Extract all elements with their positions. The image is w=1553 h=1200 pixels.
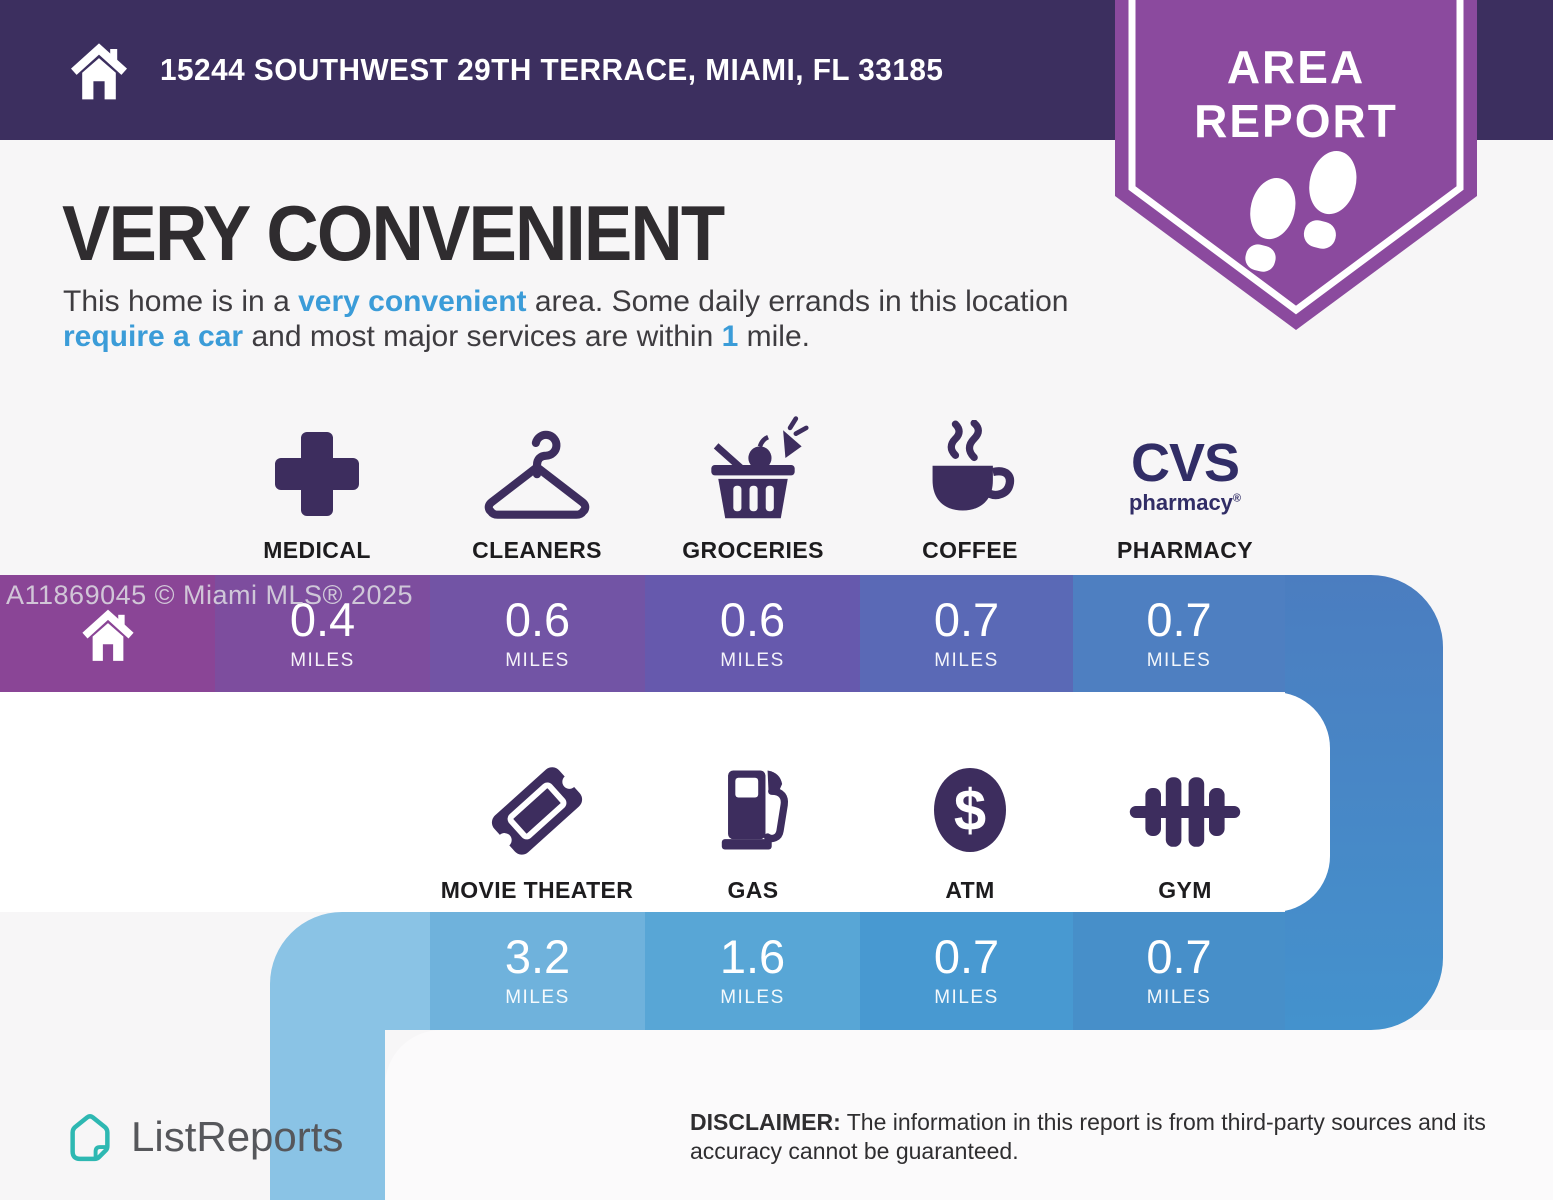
distance-cell-medical: 0.4 MILES <box>215 575 430 692</box>
amenity-cleaners: CLEANERS <box>427 404 647 564</box>
dollar-sign-icon: $ <box>934 768 1006 852</box>
distance-value: 0.7 <box>933 930 1000 983</box>
listreports-logo: ListReports <box>62 1108 343 1166</box>
distance-cell-movie-theater: 3.2 MILES <box>430 912 645 1030</box>
amenity-label: ATM <box>945 877 995 903</box>
desc-highlight-1: 1 <box>721 320 739 353</box>
badge-title-line2: REPORT <box>1194 95 1398 147</box>
distance-unit: MILES <box>720 987 785 1008</box>
amenity-label: CLEANERS <box>472 537 602 563</box>
distance-unit: MILES <box>505 649 570 671</box>
amenity-gas: GAS <box>643 744 863 904</box>
desc-highlight-require-a-car: require a car <box>63 320 244 353</box>
distance-unit: MILES <box>505 987 570 1008</box>
medical-cross-icon <box>275 432 359 516</box>
cvs-logo-text: CVS <box>1130 433 1240 493</box>
amenity-label: COFFEE <box>922 537 1018 563</box>
amenity-label: GAS <box>727 877 779 903</box>
amenity-movie-theater: MOVIE THEATER <box>427 744 647 904</box>
distance-value: 0.6 <box>504 592 571 646</box>
coffee-cup-icon <box>932 420 1015 511</box>
amenity-label: GROCERIES <box>682 537 824 563</box>
gas-pump-icon <box>721 770 789 850</box>
distance-unit: MILES <box>720 649 785 671</box>
amenity-groceries: GROCERIES <box>643 404 863 564</box>
badge-title-line1: AREA <box>1226 41 1366 93</box>
amenity-atm: $ ATM <box>860 744 1080 904</box>
listreports-wordmark: ListReports <box>131 1113 344 1160</box>
cvs-logo-subtext: pharmacy® <box>1128 490 1242 515</box>
curve-cell <box>270 912 430 1030</box>
registered-mark: ® <box>1232 492 1242 505</box>
disclaimer-text: DISCLAIMER: The information in this repo… <box>690 1109 1486 1164</box>
home-cell <box>0 575 215 692</box>
hanger-icon <box>484 430 590 519</box>
amenity-medical: MEDICAL <box>207 404 427 564</box>
cvs-pharmacy-logo: CVS pharmacy® <box>1129 436 1241 524</box>
amenity-gym: GYM <box>1075 744 1295 904</box>
amenity-label: MEDICAL <box>263 537 371 563</box>
amenity-pharmacy: CVS pharmacy® PHARMACY <box>1075 404 1295 564</box>
white-island-upper <box>0 692 1330 912</box>
amenity-coffee: COFFEE <box>860 404 1080 564</box>
distance-cell-cleaners: 0.6 MILES <box>430 575 645 692</box>
footprints-icon <box>1245 151 1357 272</box>
distance-unit: MILES <box>1146 987 1212 1008</box>
distance-value: 0.7 <box>933 592 1000 646</box>
desc-part3: and most major services are within <box>243 320 722 353</box>
distance-cell-coffee: 0.7 MILES <box>860 575 1073 692</box>
home-icon <box>81 609 134 661</box>
amenity-label: PHARMACY <box>1116 537 1254 563</box>
distance-unit: MILES <box>1146 649 1212 671</box>
desc-part2: area. Some daily errands in this locatio… <box>526 285 1069 318</box>
distance-unit: MILES <box>934 649 999 671</box>
distance-value: 0.4 <box>289 592 356 646</box>
distance-unit: MILES <box>934 987 999 1008</box>
amenity-label: MOVIE THEATER <box>440 877 634 903</box>
distance-value: 0.7 <box>1146 930 1212 983</box>
desc-highlight-very-convenient: very convenient <box>298 285 527 318</box>
grocery-basket-icon <box>711 416 809 519</box>
amenity-label: GYM <box>1158 877 1212 903</box>
description-text: This home is in a very convenient area. … <box>63 284 1098 354</box>
listreports-house-icon <box>70 1114 110 1162</box>
distance-value: 0.6 <box>719 592 786 646</box>
white-island-lower <box>385 1030 1553 1200</box>
dumbbell-icon <box>1129 777 1241 847</box>
distance-cell-gym: 0.7 MILES <box>1073 912 1285 1030</box>
badge-ribbon <box>1115 0 1477 330</box>
svg-text:$: $ <box>954 778 986 843</box>
distance-value: 1.6 <box>719 930 786 983</box>
distance-band-row1: 0.4 MILES 0.6 MILES 0.6 MILES 0.7 MILES … <box>0 575 1285 692</box>
home-icon <box>71 43 127 100</box>
distance-band-row2: 3.2 MILES 1.6 MILES 0.7 MILES 0.7 MILES <box>270 912 1285 1030</box>
disclaimer-label: DISCLAIMER: <box>690 1109 841 1135</box>
mls-watermark: A11869045 © Miami MLS® 2025 <box>6 580 414 610</box>
movie-ticket-icon <box>491 767 583 855</box>
desc-part4: mile. <box>738 320 810 353</box>
distance-cell-groceries: 0.6 MILES <box>645 575 860 692</box>
desc-part1: This home is in a <box>63 285 299 318</box>
area-report-badge: AREA REPORT <box>1115 0 1477 334</box>
distance-value: 3.2 <box>504 930 571 983</box>
route-left-leg <box>270 1028 385 1200</box>
distance-cell-pharmacy: 0.7 MILES <box>1073 575 1285 692</box>
distance-unit: MILES <box>290 649 355 671</box>
page-title: VERY CONVENIENT <box>62 189 725 277</box>
property-address: 15244 SOUTHWEST 29TH TERRACE, MIAMI, FL … <box>160 52 944 87</box>
distance-value: 0.7 <box>1146 592 1212 646</box>
distance-cell-atm: 0.7 MILES <box>860 912 1073 1030</box>
distance-cell-gas: 1.6 MILES <box>645 912 860 1030</box>
